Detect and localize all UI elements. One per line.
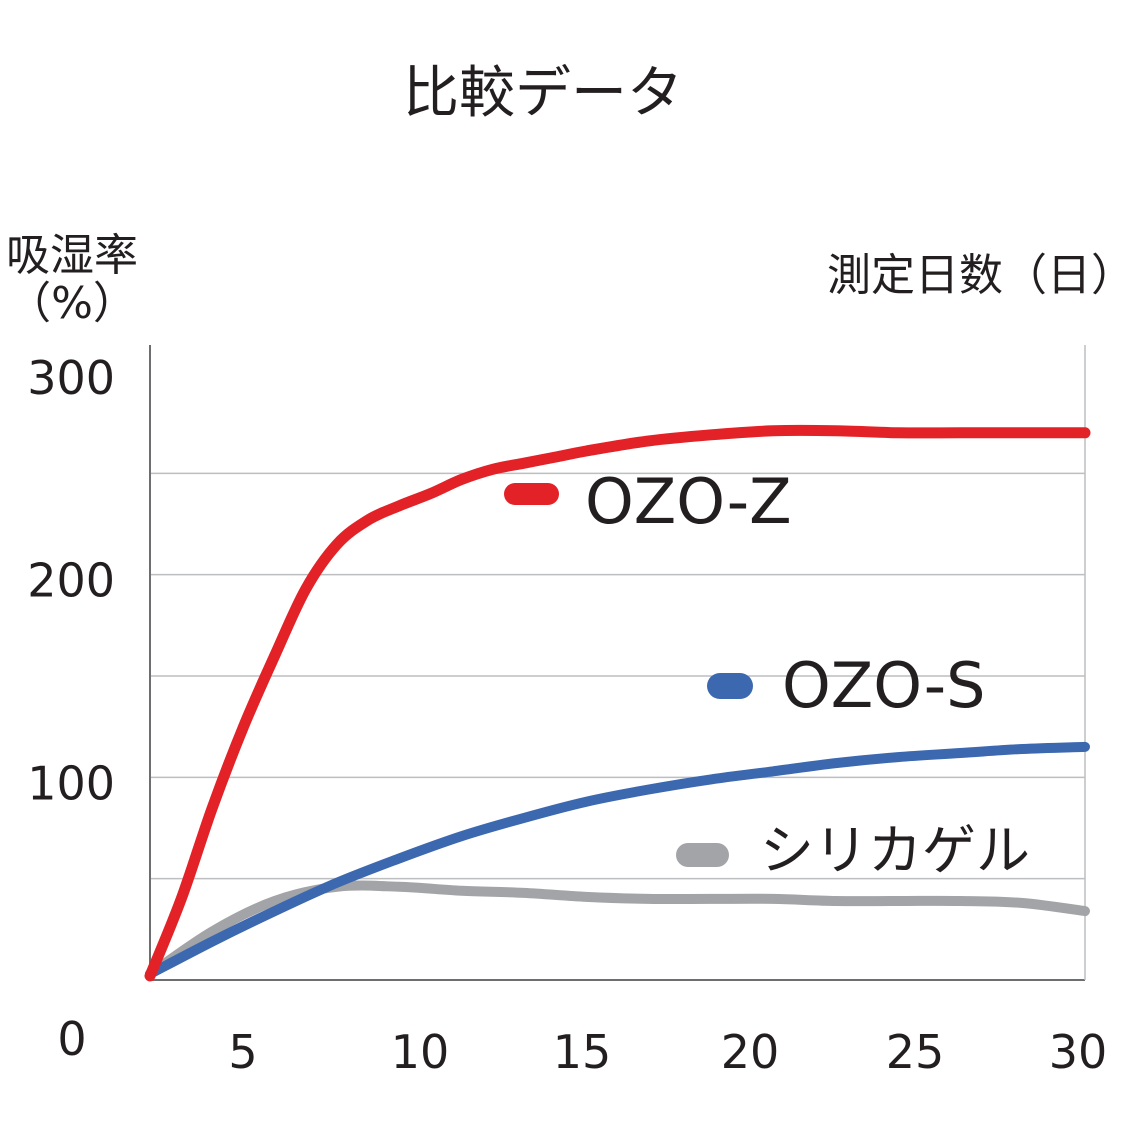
- data-series: [144, 424, 1091, 982]
- y-axis-title: 吸湿率: [6, 230, 138, 281]
- y-tick-labels: 0 100 200 300: [27, 351, 115, 1066]
- series-line-ozo-s: [145, 741, 1090, 979]
- x-tick-label-25: 25: [886, 1025, 945, 1079]
- legend-label-ozo-s: OZO-S: [782, 649, 986, 722]
- x-tick-label-30: 30: [1049, 1025, 1108, 1079]
- x-tick-label-20: 20: [721, 1025, 780, 1079]
- x-tick-labels: 5 10 15 20 25 30: [228, 1025, 1107, 1079]
- chart-title: 比較データ: [403, 61, 683, 126]
- legend-item-ozo-z: OZO-Z: [504, 465, 792, 538]
- y-tick-label-300: 300: [27, 351, 115, 405]
- x-axis-title: 測定日数（日）: [827, 250, 1135, 301]
- x-tick-label-15: 15: [553, 1025, 612, 1079]
- legend-item-silica-gel: シリカゲル: [676, 819, 1030, 882]
- legend-label-silica-gel: シリカゲル: [760, 819, 1030, 882]
- y-tick-label-100: 100: [27, 756, 115, 810]
- series-line-ozo-z: [144, 424, 1091, 982]
- legend-label-ozo-z: OZO-Z: [585, 465, 792, 538]
- legend: OZO-Z OZO-S シリカゲル: [504, 465, 1030, 882]
- legend-item-ozo-s: OZO-S: [707, 649, 986, 722]
- series-line-silica-gel: [145, 880, 1090, 979]
- x-tick-label-10: 10: [391, 1025, 450, 1079]
- y-tick-label-200: 200: [27, 554, 115, 608]
- gridlines: [150, 472, 1085, 880]
- axes: [149, 345, 1086, 981]
- x-tick-label-5: 5: [228, 1025, 257, 1079]
- y-axis-unit: （%）: [7, 278, 137, 329]
- y-tick-label-0: 0: [57, 1012, 86, 1066]
